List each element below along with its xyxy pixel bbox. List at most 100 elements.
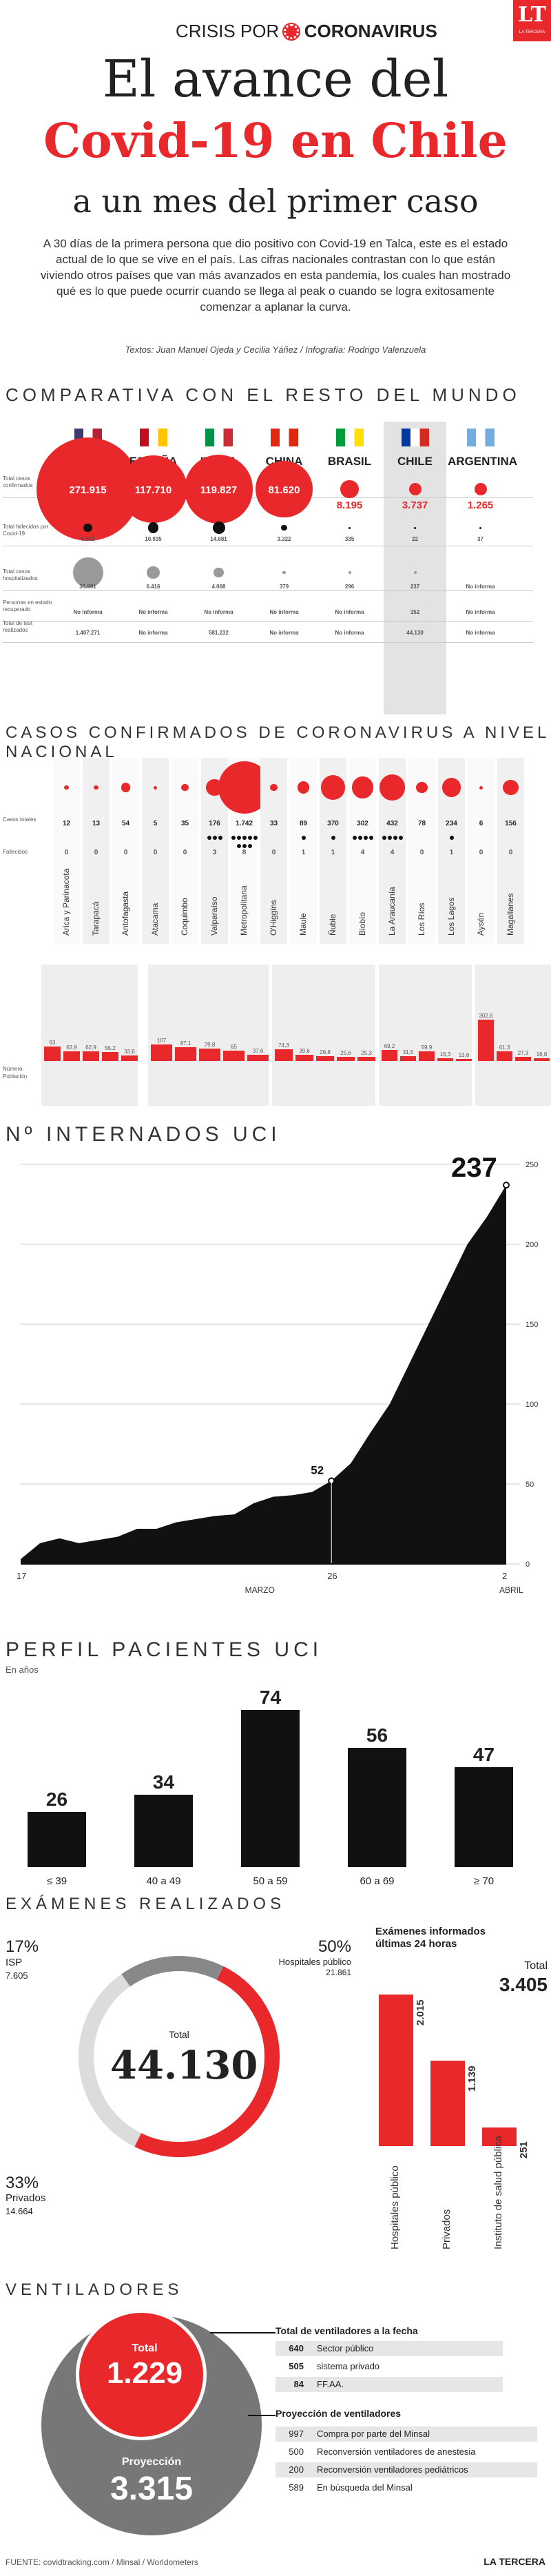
region-name: Arica y Parinacota <box>61 868 71 936</box>
table1-title: Total de ventiladores a la fecha <box>276 2325 418 2336</box>
flag-icon <box>270 429 298 446</box>
hosp-dot <box>214 567 224 578</box>
region-bubble <box>121 783 131 792</box>
region-deaths: 3 <box>212 849 217 856</box>
informed-bar <box>482 2127 517 2146</box>
flag-icon <box>401 429 429 446</box>
region-cases: 176 <box>209 820 220 827</box>
deaths-dots <box>229 835 259 852</box>
confirmed-bubble <box>119 455 187 524</box>
informed-bar-label: Privados <box>441 2209 453 2249</box>
hosp-value: 237 <box>410 584 420 590</box>
tasa-value: 61,3 <box>499 1044 510 1051</box>
region-cases: 12 <box>62 820 71 827</box>
tests-value: No informa <box>269 630 299 636</box>
kicker-left: CRISIS POR <box>176 21 280 41</box>
row-label: Total fallecidos por Covid-19 <box>3 524 49 537</box>
perfil-value: 56 <box>366 1724 388 1746</box>
table2-row <box>276 2444 537 2460</box>
priv-label: Privados <box>6 2192 46 2204</box>
death-dot <box>301 836 306 840</box>
region-deaths: 1 <box>331 849 335 856</box>
hosp-dot <box>282 570 286 575</box>
region-cases: 13 <box>92 820 101 827</box>
region-bubble <box>379 774 406 801</box>
region-bubble <box>270 783 278 792</box>
credits: Textos: Juan Manuel Ojeda y Cecilia Yáñe… <box>125 344 426 355</box>
region-deaths: 1 <box>301 849 306 856</box>
region-name: La Araucanía <box>386 887 397 936</box>
table1-text: FF.AA. <box>317 2379 344 2389</box>
region-deaths: 4 <box>360 849 365 856</box>
uci-title: Nº INTERNADOS UCI <box>6 1123 281 1146</box>
kicker-right: CORONAVIRUS <box>304 21 437 41</box>
recovered-value: No informa <box>269 609 299 615</box>
comparativa-title: COMPARATIVA CON EL RESTO DEL MUNDO <box>6 384 521 405</box>
tasa-value: 37,6 <box>252 1048 264 1055</box>
death-dot <box>352 836 357 840</box>
tasa-bar <box>478 1020 494 1061</box>
region-name: O'Higgins <box>268 900 278 936</box>
region-cases: 234 <box>446 820 457 827</box>
table2-row <box>276 2462 537 2477</box>
tasa-bar <box>497 1051 512 1061</box>
tasa-panel <box>272 965 375 1106</box>
death-dot <box>207 836 211 840</box>
tasa-panel <box>41 965 138 1106</box>
table1-num: 84 <box>293 2379 304 2389</box>
flag-icon <box>335 429 364 446</box>
death-dot <box>231 836 236 840</box>
confirmed-bubble <box>256 460 313 518</box>
hosp-dot <box>147 566 160 579</box>
tasa-row-num: Número <box>3 1066 23 1072</box>
region-cases: 78 <box>417 820 426 827</box>
region-cases: 370 <box>327 820 339 827</box>
tasa-bar <box>247 1055 269 1061</box>
virus-icon <box>282 23 301 41</box>
hosp-value: 6.416 <box>146 584 160 590</box>
tasa-bar <box>419 1051 435 1061</box>
informed-title: Exámenes informados últimas 24 horas <box>375 1926 486 1950</box>
perfil-label: ≥ 70 <box>473 1875 495 1887</box>
death-dot <box>253 836 258 840</box>
death-dot <box>368 836 373 840</box>
table2-num: 500 <box>289 2446 304 2457</box>
donut-total-value: 44.130 <box>110 2043 258 2088</box>
footer-source: FUENTE: covidtracking.com / Minsal / Wor… <box>6 2557 198 2567</box>
hosp-value: 4.068 <box>211 584 226 590</box>
region-name: Los Lagos <box>446 897 456 936</box>
table1-row <box>276 2341 503 2356</box>
tasa-value: 39,6 <box>299 1048 310 1054</box>
perfil-bar <box>241 1710 300 1867</box>
tasa-bar <box>275 1049 293 1061</box>
tasa-value: 74,3 <box>278 1042 289 1049</box>
recovered-value: No informa <box>138 609 168 615</box>
region-name: Atacama <box>149 903 160 936</box>
region-cases: 33 <box>269 820 278 827</box>
informed-bar <box>430 2060 465 2146</box>
table1-text: Sector público <box>317 2343 374 2353</box>
informed-bar-value: 2.015 <box>415 1999 426 2026</box>
region-bubble <box>94 785 98 790</box>
region-bubble <box>503 779 519 796</box>
death-dot <box>393 836 397 840</box>
priv-val: 14.664 <box>6 2206 33 2216</box>
deaths-value: 10.935 <box>145 536 162 542</box>
row-label: Total casos hospitalizados <box>3 568 38 581</box>
recovered-value: 152 <box>410 609 420 615</box>
region-deaths: 0 <box>419 849 424 856</box>
tests-value: No informa <box>335 630 364 636</box>
nacional-title: CASOS CONFIRMADOS DE CORONAVIRUS A NIVEL… <box>6 723 550 761</box>
recovered-value: No informa <box>204 609 233 615</box>
hosp-value: 379 <box>279 584 289 590</box>
donut-segment <box>79 1956 280 2158</box>
perfil-label: 40 a 49 <box>146 1875 181 1887</box>
tasa-bar <box>121 1055 138 1061</box>
region-cases: 302 <box>357 820 368 827</box>
death-dot <box>382 836 386 840</box>
deaths-dot <box>414 526 416 529</box>
tasa-value: 62,9 <box>66 1044 77 1051</box>
region-cases: 5 <box>153 820 158 827</box>
tasa-value: 29,8 <box>320 1049 331 1056</box>
logo: LT LA TERCERA <box>513 0 551 41</box>
